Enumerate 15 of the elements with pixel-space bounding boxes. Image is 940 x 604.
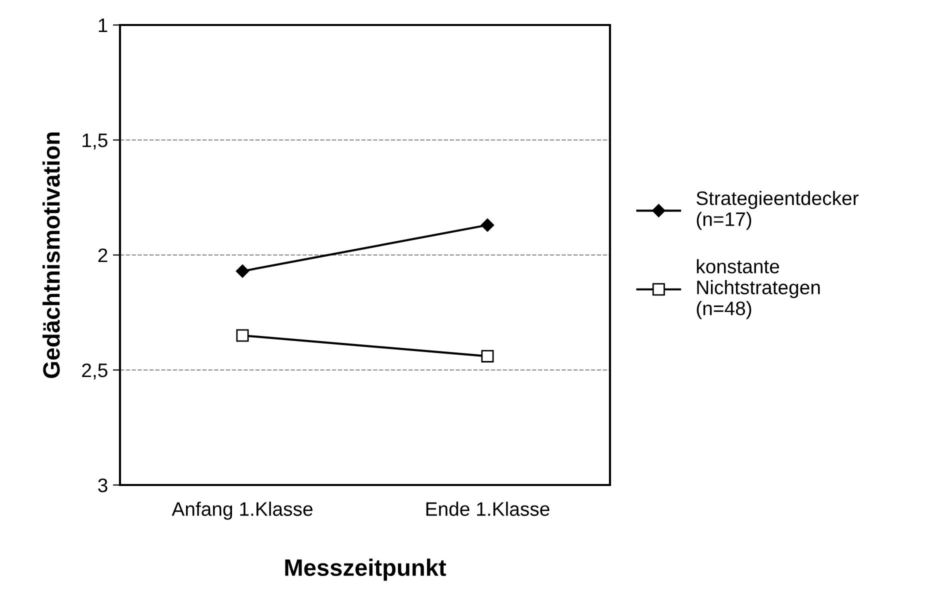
y-tick-label: 1,5 <box>82 134 108 150</box>
y-tick-label: 3 <box>98 478 108 492</box>
legend-label: konstante Nichtstrategen (n=48) <box>696 259 820 320</box>
point <box>480 218 494 232</box>
y-tick-label: 2 <box>98 248 108 262</box>
point <box>481 350 494 362</box>
y-tick-label: 2,5 <box>82 363 108 380</box>
point <box>236 329 249 342</box>
x-tick-label: Ende 1.Klasse <box>426 502 550 516</box>
y-axis-title: Gedächtnismotivation <box>42 132 60 378</box>
x-axis-title: Messzeitpunkt <box>285 558 446 581</box>
x-tick-label: Anfang 1.Klasse <box>172 502 312 520</box>
y-tick-label: 1 <box>98 18 108 32</box>
legend-label: Strategieentdecker (n=17) <box>696 190 859 230</box>
point <box>236 264 250 278</box>
